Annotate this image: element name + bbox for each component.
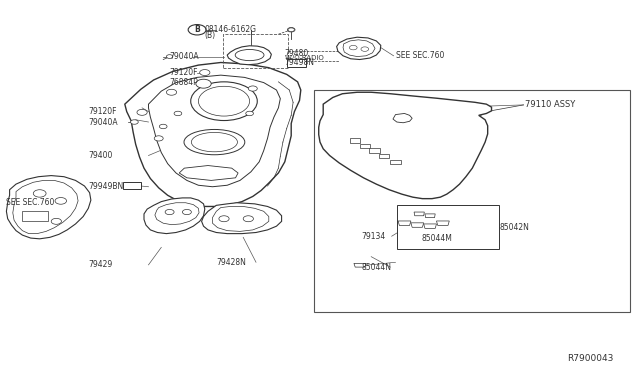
Text: 79110 ASSY: 79110 ASSY	[525, 100, 575, 109]
Polygon shape	[411, 223, 424, 227]
Text: SEE SEC.760: SEE SEC.760	[396, 51, 444, 60]
Circle shape	[131, 120, 138, 124]
Circle shape	[166, 55, 173, 58]
Bar	[360, 144, 370, 148]
Circle shape	[248, 86, 257, 91]
Text: B: B	[195, 25, 200, 34]
Circle shape	[349, 45, 357, 50]
Circle shape	[287, 28, 295, 32]
Polygon shape	[13, 180, 78, 234]
Polygon shape	[179, 166, 238, 180]
Text: 85044M: 85044M	[421, 234, 452, 243]
Text: 79120F: 79120F	[88, 107, 117, 116]
Polygon shape	[6, 176, 91, 239]
Bar	[369, 148, 380, 153]
Circle shape	[288, 28, 294, 32]
Circle shape	[219, 216, 229, 222]
Bar	[390, 160, 401, 164]
Circle shape	[55, 198, 67, 204]
Text: 79498N: 79498N	[285, 58, 315, 67]
Polygon shape	[212, 206, 269, 231]
Bar	[223, 34, 288, 68]
Polygon shape	[354, 263, 366, 267]
Text: 79040A: 79040A	[88, 118, 118, 126]
Bar	[379, 154, 389, 158]
Circle shape	[137, 109, 147, 115]
Text: 79134: 79134	[362, 232, 386, 241]
Circle shape	[246, 111, 253, 116]
Text: 79480: 79480	[285, 49, 309, 58]
Text: 79949BN: 79949BN	[88, 182, 124, 191]
Circle shape	[191, 82, 257, 121]
Circle shape	[196, 79, 211, 88]
Polygon shape	[414, 212, 424, 216]
Text: 08146-6162G: 08146-6162G	[205, 25, 257, 34]
Text: SEE SEC.760: SEE SEC.760	[6, 198, 55, 207]
Text: 79428N: 79428N	[216, 258, 246, 267]
Circle shape	[174, 111, 182, 116]
Polygon shape	[202, 203, 282, 234]
Polygon shape	[337, 37, 381, 60]
Polygon shape	[343, 40, 375, 57]
Text: 85042N: 85042N	[499, 223, 529, 232]
Bar	[350, 138, 360, 143]
Polygon shape	[155, 203, 199, 225]
Bar	[287, 59, 306, 67]
Circle shape	[182, 209, 191, 215]
Text: 85044N: 85044N	[362, 263, 392, 272]
Bar	[314, 90, 630, 312]
Circle shape	[33, 190, 46, 197]
Text: W/O RADIO: W/O RADIO	[285, 55, 324, 61]
Circle shape	[159, 124, 167, 129]
Circle shape	[28, 213, 38, 219]
Polygon shape	[148, 75, 280, 187]
Circle shape	[166, 89, 177, 95]
Bar	[22, 211, 48, 221]
Text: 79120F: 79120F	[170, 68, 198, 77]
Polygon shape	[144, 198, 205, 234]
Text: 79400: 79400	[88, 151, 113, 160]
Circle shape	[154, 136, 163, 141]
Polygon shape	[393, 113, 412, 123]
Circle shape	[188, 25, 206, 35]
Polygon shape	[125, 62, 301, 206]
Circle shape	[198, 86, 250, 116]
Text: 76884P: 76884P	[170, 78, 198, 87]
Text: R7900043: R7900043	[567, 355, 613, 363]
Text: (B): (B)	[205, 31, 216, 40]
Polygon shape	[436, 221, 449, 225]
Bar	[123, 182, 141, 189]
Ellipse shape	[184, 129, 245, 155]
Polygon shape	[425, 214, 435, 218]
Text: 79429: 79429	[88, 260, 113, 269]
Circle shape	[51, 218, 61, 224]
Circle shape	[200, 70, 210, 76]
Polygon shape	[227, 46, 271, 65]
Polygon shape	[319, 92, 492, 199]
Circle shape	[165, 209, 174, 215]
Ellipse shape	[236, 49, 264, 61]
Polygon shape	[424, 224, 436, 228]
Polygon shape	[398, 221, 411, 225]
Text: 79040A: 79040A	[170, 52, 199, 61]
Circle shape	[243, 216, 253, 222]
Circle shape	[361, 47, 369, 51]
Ellipse shape	[191, 132, 237, 152]
Bar	[397, 205, 499, 249]
